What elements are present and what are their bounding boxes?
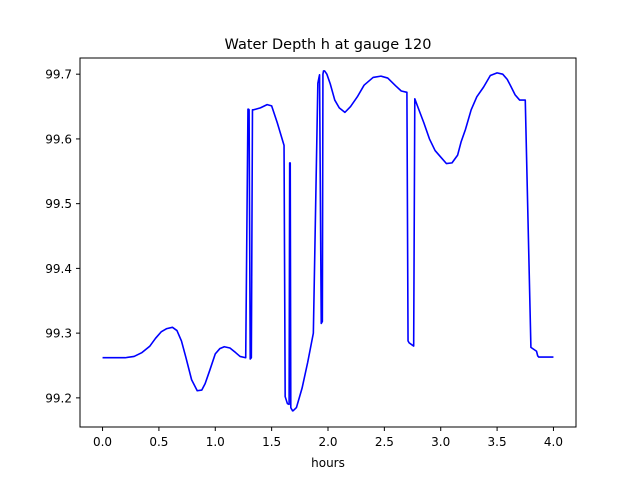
x-tick-label: 4.0 [544,435,563,449]
x-tick-label: 3.5 [488,435,507,449]
y-tick-label: 99.3 [45,327,72,341]
chart-title: Water Depth h at gauge 120 [225,37,432,53]
x-tick-label: 0.0 [93,435,112,449]
series-line-0 [102,70,554,412]
y-tick-label: 99.6 [45,132,72,146]
x-tick-label: 1.5 [262,435,281,449]
y-tick-label: 99.4 [45,262,72,276]
plot-area [102,70,554,412]
y-axis-ticks: 99.2 99.3 99.4 99.5 99.6 99.7 [45,68,80,405]
x-tick-label: 2.0 [318,435,337,449]
y-tick-label: 99.2 [45,391,72,405]
y-tick-label: 99.5 [45,197,72,211]
axes-frame [79,57,577,428]
x-tick-label: 2.5 [375,435,394,449]
x-tick-label: 1.0 [206,435,225,449]
x-tick-label: 3.0 [431,435,450,449]
x-tick-label: 0.5 [149,435,168,449]
x-axis-ticks: 0.0 0.5 1.0 1.5 2.0 2.5 3.0 3.5 4.0 [93,427,563,449]
x-axis-title: hours [311,456,345,470]
y-tick-label: 99.7 [45,68,72,82]
